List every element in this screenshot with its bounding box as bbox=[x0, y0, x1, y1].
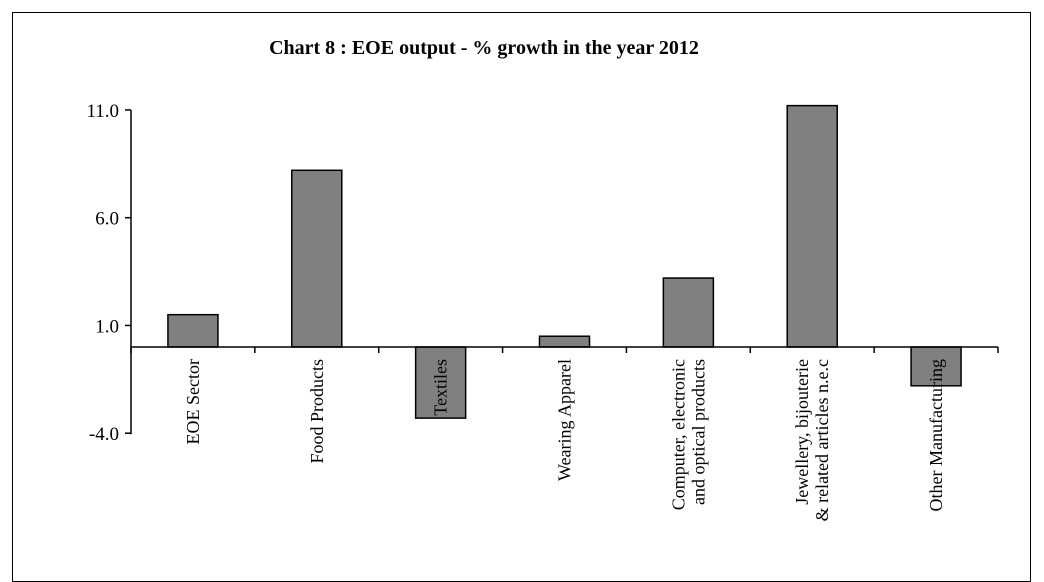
x-tick-label: Jewellery, bijouterie& related articles … bbox=[792, 359, 832, 521]
x-tick-label: Food Products bbox=[307, 359, 327, 464]
chart-frame bbox=[12, 12, 1031, 582]
x-tick-label: Wearing Apparel bbox=[555, 359, 575, 481]
chart-title: Chart 8 : EOE output - % growth in the y… bbox=[269, 37, 699, 59]
y-axis: 11.0 6.0 1.0 -4.0 bbox=[86, 101, 132, 445]
bar bbox=[538, 335, 591, 348]
x-tick-label: Computer, electronicand optical products bbox=[668, 359, 708, 510]
y-tick-label: -4.0 bbox=[89, 424, 119, 445]
bar bbox=[291, 169, 343, 348]
bar bbox=[786, 104, 838, 348]
x-axis: EOE Sector Food Products Textiles Wearing A… bbox=[130, 346, 999, 521]
bar bbox=[662, 277, 715, 348]
bar bbox=[167, 313, 219, 348]
bars bbox=[167, 104, 962, 419]
x-tick-label: Textiles bbox=[431, 359, 451, 416]
y-tick-label: 11.0 bbox=[86, 101, 119, 122]
y-tick-label: 1.0 bbox=[95, 316, 119, 337]
y-tick-label: 6.0 bbox=[95, 209, 119, 230]
x-tick-label: Other Manufacturing bbox=[926, 359, 946, 511]
x-tick-label: EOE Sector bbox=[183, 359, 203, 444]
